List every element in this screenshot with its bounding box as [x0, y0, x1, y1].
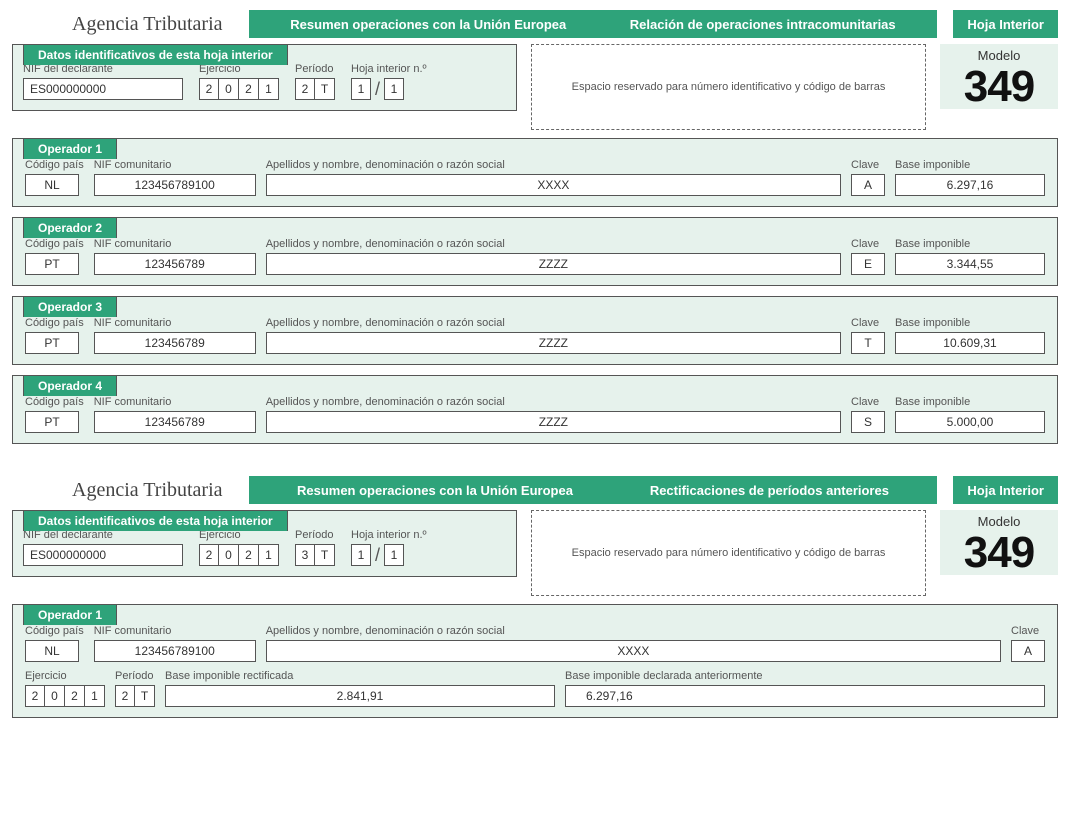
operator-title: Operador 4: [23, 375, 117, 396]
country-code: NL: [25, 174, 79, 196]
bar-text-right: Relación de operaciones intracomunitaria…: [624, 17, 902, 32]
operator-title: Operador 1: [23, 604, 117, 625]
operator-panel: Operador 2 Código país PT NIF comunitari…: [12, 217, 1058, 286]
slash-icon: /: [371, 78, 384, 100]
periodo-field: Período 2 T: [295, 63, 335, 100]
nif-declarante-value: ES000000000: [23, 544, 183, 566]
country-code: PT: [25, 253, 79, 275]
operator-title: Operador 1: [23, 138, 117, 159]
country-code: PT: [25, 332, 79, 354]
clave: S: [851, 411, 885, 433]
base-imponible: 10.609,31: [895, 332, 1045, 354]
hoja-field: Hoja interior n.º 1 / 1: [351, 63, 427, 100]
agencia-logo-text: Agencia Tributaria: [12, 479, 241, 502]
modelo-box: Modelo 349: [940, 44, 1058, 109]
nif-comunitario: 123456789: [94, 332, 256, 354]
operator-name: ZZZZ: [266, 411, 841, 433]
page2-top-row: Datos identificativos de esta hoja inter…: [12, 510, 1058, 596]
modelo-box: Modelo 349: [940, 510, 1058, 575]
operator-name: XXXX: [266, 174, 841, 196]
country-code: NL: [25, 640, 79, 662]
operator-title: Operador 2: [23, 217, 117, 238]
base-anterior: 6.297,16: [565, 685, 1045, 707]
nif-comunitario: 123456789: [94, 411, 256, 433]
rect-operator-panel: Operador 1 Código país NL NIF comunitari…: [12, 604, 1058, 718]
nif-comunitario: 123456789100: [94, 174, 256, 196]
operator-panel: Operador 3 Código país PT NIF comunitari…: [12, 296, 1058, 365]
operator-title: Operador 3: [23, 296, 117, 317]
base-imponible: 5.000,00: [895, 411, 1045, 433]
barcode-reserved: Espacio reservado para número identifica…: [531, 44, 926, 130]
page2-title-bar: Resumen operaciones con la Unión Europea…: [249, 476, 938, 504]
periodo-digits: 2 T: [295, 78, 335, 100]
base-imponible: 6.297,16: [895, 174, 1045, 196]
base-imponible: 3.344,55: [895, 253, 1045, 275]
hoja-interior-badge: Hoja Interior: [953, 10, 1058, 38]
operator-name: ZZZZ: [266, 253, 841, 275]
page2-header: Agencia Tributaria Resumen operaciones c…: [12, 476, 1058, 504]
ejercicio-digits: 2 0 2 1: [199, 78, 279, 100]
hoja-interior-badge: Hoja Interior: [953, 476, 1058, 504]
nif-comunitario: 123456789: [94, 253, 256, 275]
page1-header: Agencia Tributaria Resumen operaciones c…: [12, 10, 1058, 38]
nif-comunitario: 123456789100: [94, 640, 256, 662]
operator-name: ZZZZ: [266, 332, 841, 354]
clave: A: [1011, 640, 1045, 662]
nif-declarante-value: ES000000000: [23, 78, 183, 100]
slash-icon: /: [371, 544, 384, 566]
periodo-field: Período 3 T: [295, 529, 335, 566]
clave: A: [851, 174, 885, 196]
nif-declarante-field: NIF del declarante ES000000000: [23, 529, 183, 566]
operator-panel: Operador 4 Código país PT NIF comunitari…: [12, 375, 1058, 444]
page1-title-bar: Resumen operaciones con la Unión Europea…: [249, 10, 938, 38]
ejercicio-field: Ejercicio 2 0 2 1: [199, 63, 279, 100]
base-rectificada: 2.841,91: [165, 685, 555, 707]
bar-text-left: Resumen operaciones con la Unión Europea: [291, 483, 579, 498]
id-panel-title: Datos identificativos de esta hoja inter…: [23, 44, 288, 65]
clave: E: [851, 253, 885, 275]
ejercicio-field: Ejercicio 2 0 2 1: [199, 529, 279, 566]
bar-text-right: Rectificaciones de períodos anteriores: [644, 483, 895, 498]
id-panel-title: Datos identificativos de esta hoja inter…: [23, 510, 288, 531]
hoja-field: Hoja interior n.º 1 / 1: [351, 529, 427, 566]
country-code: PT: [25, 411, 79, 433]
id-panel: Datos identificativos de esta hoja inter…: [12, 44, 517, 111]
operator-name: XXXX: [266, 640, 1001, 662]
page1-top-row: Datos identificativos de esta hoja inter…: [12, 44, 1058, 130]
id-panel: Datos identificativos de esta hoja inter…: [12, 510, 517, 577]
barcode-reserved: Espacio reservado para número identifica…: [531, 510, 926, 596]
operator-panel: Operador 1 Código país NL NIF comunitari…: [12, 138, 1058, 207]
clave: T: [851, 332, 885, 354]
bar-text-left: Resumen operaciones con la Unión Europea: [284, 17, 572, 32]
agencia-logo-text: Agencia Tributaria: [12, 13, 241, 36]
nif-declarante-field: NIF del declarante ES000000000: [23, 63, 183, 100]
